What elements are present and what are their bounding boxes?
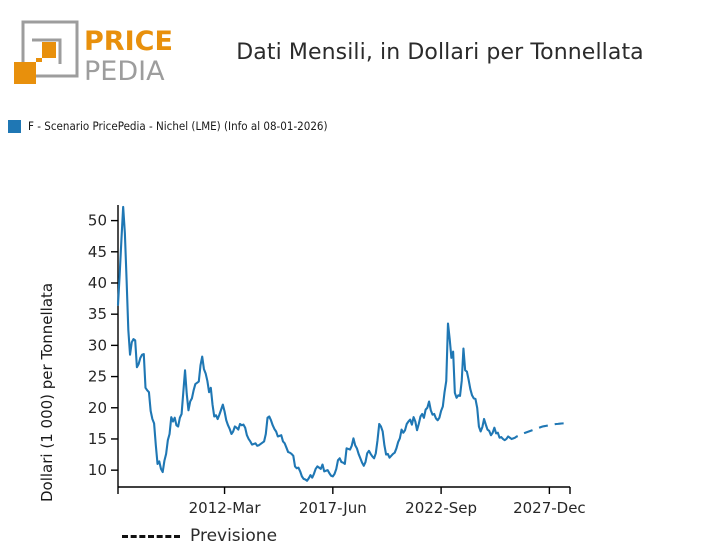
- y-tick-label: 45: [88, 243, 107, 261]
- y-axis-title-text: Dollari (1 000) per Tonnellata: [38, 283, 56, 502]
- x-tick-label: 2027-Dec: [513, 499, 586, 517]
- x-tick-label: 2017-Jun: [299, 499, 367, 517]
- logo-price-text: PRICE: [84, 26, 173, 57]
- y-tick-label: 35: [88, 305, 107, 323]
- series-history-line: [116, 205, 511, 482]
- logo-mark-icon: [14, 20, 79, 84]
- y-tick-label: 20: [88, 399, 107, 417]
- legend-label: F - Scenario PricePedia - Nichel (LME) (…: [28, 119, 328, 133]
- series-forecast-line: [509, 421, 571, 441]
- logo-pedia-text: PEDIA: [84, 56, 165, 87]
- x-tick-label: 2012-Mar: [189, 499, 262, 517]
- y-tick-label: 10: [88, 461, 107, 479]
- forecast-legend-label: Previsione: [190, 526, 278, 546]
- series-legend: F - Scenario PricePedia - Nichel (LME) (…: [8, 119, 328, 133]
- y-tick-label: 50: [88, 212, 107, 230]
- y-axis-ticks: 10 15 20 25 30 35 40 45 50: [88, 212, 118, 479]
- legend-swatch-icon: [8, 119, 21, 133]
- x-tick-label: 2022-Sep: [405, 499, 477, 517]
- page-title: Dati Mensili, in Dollari per Tonnellata: [236, 40, 644, 65]
- y-axis-title: Dollari (1 000) per Tonnellata: [38, 283, 56, 502]
- x-axis-ticks: 2012-Mar 2017-Jun 2022-Sep 2027-Dec: [117, 487, 586, 517]
- dashed-line-icon: [122, 534, 180, 538]
- line-chart: Dollari (1 000) per Tonnellata 10 15 20 25 3…: [38, 205, 586, 517]
- forecast-legend: Previsione: [122, 526, 277, 546]
- y-tick-label: 30: [88, 336, 107, 354]
- y-tick-label: 25: [88, 368, 107, 386]
- y-tick-label: 40: [88, 274, 107, 292]
- y-tick-label: 15: [88, 430, 107, 448]
- pricepedia-logo: PRICE PEDIA: [10, 18, 175, 90]
